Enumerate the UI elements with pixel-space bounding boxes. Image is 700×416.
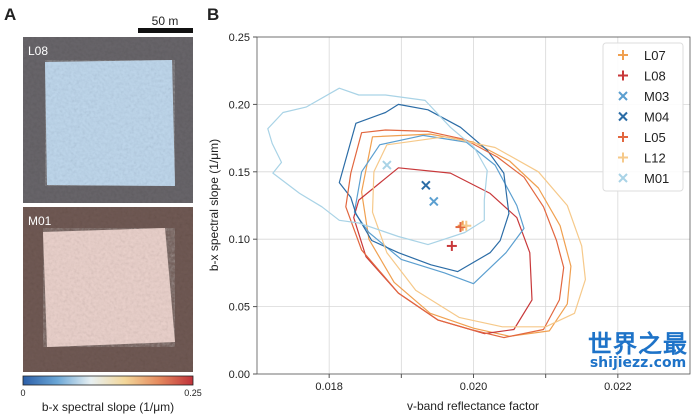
x-axis-label: v-band reflectance factor [407,399,539,413]
scale-bar-label: 50 m [152,14,179,28]
y-tick-label: 0.15 [229,167,250,179]
image-label-m01: M01 [28,214,52,228]
point-l08 [446,240,457,251]
ticks: 0.00 0.05 0.10 0.15 0.20 0.25 0.018 0.020 0.022 [229,32,632,393]
x-tick-label: 0.018 [315,381,343,393]
point-m04 [421,180,431,190]
point-m01 [382,160,392,170]
legend-marker-m03 [618,91,628,101]
x-tick-label: 0.022 [604,381,632,393]
x-tick-label: 0.020 [460,381,488,393]
y-tick-label: 0.20 [229,99,250,111]
colorbar-title: b-x spectral slope (1/μm) [42,400,174,414]
legend-label-m03: M03 [644,89,669,104]
contours [267,87,587,339]
legend-box [602,42,684,192]
image-l08: L08 [23,37,193,203]
y-axis-label: b-x spectral slope (1/μm) [207,139,221,271]
points [382,160,472,251]
contour-m04 [338,103,510,273]
legend-marker-l12 [618,152,628,163]
legend-label-m01: M01 [644,171,669,186]
legend-marker-m04 [618,111,628,122]
colorbar-max-label: 0.25 [184,388,202,398]
colorbar-min-label: 0 [20,388,25,398]
panel-a-label: A [4,5,16,24]
l08-patch [45,60,175,186]
legend-label-l08: L08 [644,69,666,84]
y-tick-label: 0.00 [229,369,250,381]
legend: L07 L08 M03 M04 L05 L12 M01 [602,42,684,192]
legend-marker-m01 [618,173,628,183]
point-m03 [429,196,439,207]
image-m01: M01 [23,207,193,372]
watermark-en: shijiezz.com [589,355,687,371]
legend-label-l05: L05 [644,130,666,145]
contour-l07 [361,133,572,337]
legend-marker-l08 [618,70,628,81]
y-tick-label: 0.05 [229,302,250,314]
watermark-cn: 世界之最 [588,330,688,358]
y-tick-label: 0.10 [229,234,250,246]
legend-label-m04: M04 [644,110,669,125]
y-tick-label: 0.25 [229,32,250,44]
legend-label-l12: L12 [644,151,666,166]
image-label-l08: L08 [28,44,48,58]
watermark: 世界之最 shijiezz.com [588,332,688,370]
panel-b-label: B [207,5,219,24]
point-l05 [455,222,466,233]
contour-l08 [353,167,533,335]
legend-marker-l05 [618,132,628,142]
colorbar [22,375,194,386]
contour-m01 [267,87,488,246]
contour-l12 [371,136,587,328]
point-l12 [461,220,472,231]
scale-bar [138,28,193,33]
legend-label-l07: L07 [644,48,666,63]
m01-patch [43,228,175,347]
legend-marker-l07 [618,50,628,60]
contour-m03 [353,134,525,285]
